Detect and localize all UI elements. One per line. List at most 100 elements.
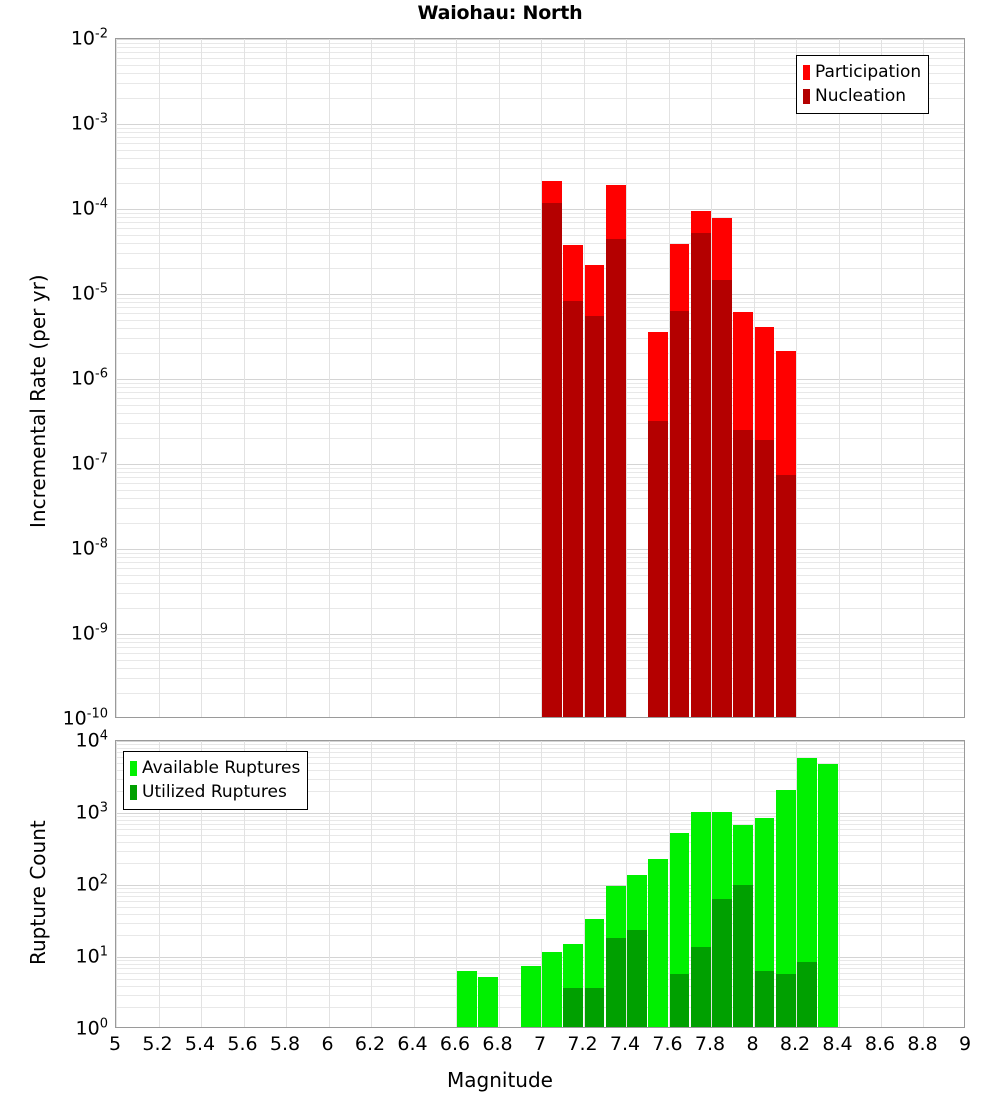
legend-bottom: Available Ruptures Utilized Ruptures xyxy=(123,751,309,810)
x-tick-6.4: 6.4 xyxy=(397,1033,428,1055)
bar-segment-inner xyxy=(712,279,732,717)
y-tick-top--4: 10-4 xyxy=(70,196,108,220)
bar-top-7.9 xyxy=(733,39,753,717)
x-tick-7.6: 7.6 xyxy=(652,1033,683,1055)
legend-label-nucleation: Nucleation xyxy=(815,86,907,106)
bar-bottom-7.7 xyxy=(690,741,711,1027)
bar-bottom-7.1 xyxy=(563,741,583,1027)
bar-segment-inner xyxy=(733,885,753,1027)
bar-top-7.2 xyxy=(584,39,605,717)
x-tick-8.4: 8.4 xyxy=(822,1033,853,1055)
y-axis-title-top: Incremental Rate (per yr) xyxy=(26,274,50,528)
page-title: Waiohau: North xyxy=(417,2,583,24)
bar-bottom-6.9 xyxy=(520,741,541,1027)
x-tick-7: 7 xyxy=(533,1033,547,1055)
x-tick-8.8: 8.8 xyxy=(907,1033,938,1055)
participation-color-swatch xyxy=(803,64,810,80)
legend-item-available-ruptures[interactable]: Available Ruptures xyxy=(130,756,300,780)
bar-top-7 xyxy=(542,39,562,717)
bar-segment-inner xyxy=(733,429,753,717)
x-tick-5.4: 5.4 xyxy=(184,1033,216,1055)
y-tick-top--5: 10-5 xyxy=(70,281,108,305)
x-tick-5: 5 xyxy=(108,1033,122,1055)
legend-label-participation: Participation xyxy=(815,62,922,82)
x-axis-title: Magnitude xyxy=(447,1068,553,1092)
x-tick-6.6: 6.6 xyxy=(439,1033,471,1055)
bar-segment-outer xyxy=(648,859,668,1027)
legend-item-utilized-ruptures[interactable]: Utilized Ruptures xyxy=(130,780,300,804)
bar-segment-outer xyxy=(797,758,817,1027)
x-tick-5.2: 5.2 xyxy=(142,1033,173,1055)
bar-segment-inner xyxy=(627,930,647,1027)
bar-bottom-7.4 xyxy=(627,741,647,1027)
bar-segment-outer xyxy=(478,976,498,1027)
bar-segment-outer xyxy=(775,790,796,1027)
x-tick-5.6: 5.6 xyxy=(227,1033,258,1055)
bar-segment-inner xyxy=(584,316,605,717)
y-tick-top--9: 10-9 xyxy=(70,621,108,645)
y-tick-bottom-0: 100 xyxy=(75,1016,108,1040)
bar-segment-inner xyxy=(584,987,605,1027)
bar-segment-inner xyxy=(542,203,562,717)
legend-label-utilized-ruptures: Utilized Ruptures xyxy=(142,782,287,802)
utilized-ruptures-color-swatch xyxy=(130,784,137,800)
legend-item-participation[interactable]: Participation xyxy=(803,60,921,84)
bar-segment-inner xyxy=(754,970,775,1027)
bar-bottom-7.6 xyxy=(669,741,690,1027)
incremental-rate-plot xyxy=(115,38,965,718)
y-tick-top--8: 10-8 xyxy=(70,536,108,560)
available-ruptures-color-swatch xyxy=(130,760,137,776)
x-tick-8.6: 8.6 xyxy=(864,1033,896,1055)
y-tick-bottom-4: 104 xyxy=(75,728,108,752)
x-tick-9: 9 xyxy=(958,1033,972,1055)
x-tick-7.2: 7.2 xyxy=(567,1033,598,1055)
bar-segment-inner xyxy=(648,421,668,717)
bar-segment-inner xyxy=(775,475,796,717)
bar-segment-inner xyxy=(605,239,626,717)
y-tick-bottom-1: 101 xyxy=(75,944,108,968)
x-tick-5.8: 5.8 xyxy=(269,1033,301,1055)
bar-bottom-8 xyxy=(754,741,775,1027)
x-tick-8: 8 xyxy=(746,1033,759,1055)
bar-group-bottom xyxy=(116,741,964,1027)
x-tick-7.4: 7.4 xyxy=(609,1033,641,1055)
bar-top-8 xyxy=(754,39,775,717)
bar-bottom-6.6 xyxy=(457,741,477,1027)
x-tick-6: 6 xyxy=(321,1033,334,1055)
bar-bottom-7.2 xyxy=(584,741,605,1027)
bar-top-7.5 xyxy=(648,39,668,717)
bar-top-7.1 xyxy=(563,39,583,717)
bar-bottom-7.8 xyxy=(712,741,732,1027)
bar-bottom-7.5 xyxy=(648,741,668,1027)
bar-segment-inner xyxy=(797,961,817,1027)
bar-top-7.8 xyxy=(712,39,732,717)
legend-top: Participation Nucleation xyxy=(796,55,930,114)
y-tick-top--7: 10-7 xyxy=(70,451,108,475)
bar-bottom-8.2 xyxy=(797,741,817,1027)
x-tick-8.2: 8.2 xyxy=(779,1033,811,1055)
bar-segment-inner xyxy=(563,301,583,717)
x-tick-7.8: 7.8 xyxy=(694,1033,726,1055)
nucleation-color-swatch xyxy=(803,88,810,104)
bar-segment-inner xyxy=(754,440,775,717)
bar-top-7.3 xyxy=(605,39,626,717)
y-axis-title-bottom: Rupture Count xyxy=(26,820,50,965)
bar-segment-outer xyxy=(818,763,838,1027)
bar-segment-inner xyxy=(775,973,796,1027)
legend-item-nucleation[interactable]: Nucleation xyxy=(803,84,921,108)
y-tick-top--10: 10-10 xyxy=(62,706,108,730)
bar-segment-inner xyxy=(563,987,583,1027)
y-tick-top--2: 10-2 xyxy=(70,26,108,50)
bar-segment-outer xyxy=(542,952,562,1027)
bar-bottom-7.9 xyxy=(733,741,753,1027)
bar-segment-inner xyxy=(690,946,711,1027)
x-tick-6.8: 6.8 xyxy=(482,1033,513,1055)
bar-top-7.7 xyxy=(690,39,711,717)
y-tick-top--3: 10-3 xyxy=(70,111,108,135)
bar-segment-outer xyxy=(520,966,541,1027)
bar-bottom-8.1 xyxy=(775,741,796,1027)
bar-bottom-7 xyxy=(542,741,562,1027)
bar-bottom-8.3 xyxy=(818,741,838,1027)
bar-segment-outer xyxy=(457,970,477,1027)
